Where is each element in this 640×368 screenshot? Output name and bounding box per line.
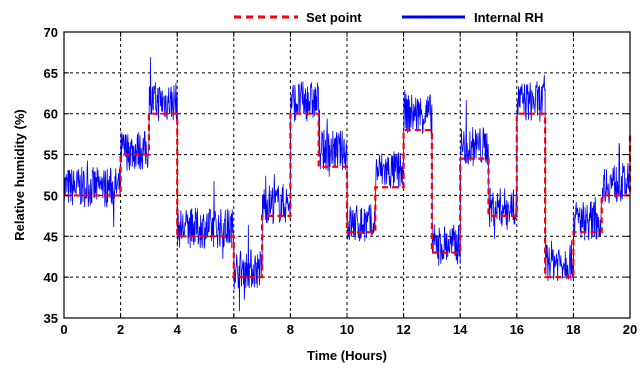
- x-tick-label: 4: [174, 322, 182, 337]
- x-tick-label: 2: [117, 322, 124, 337]
- y-tick-label: 40: [44, 270, 58, 285]
- series-internal-rh-line: [63, 57, 631, 312]
- x-tick-label: 14: [453, 322, 468, 337]
- y-tick-label: 50: [44, 188, 58, 203]
- legend-label-set-point: Set point: [306, 10, 362, 25]
- x-tick-label: 16: [510, 322, 524, 337]
- x-tick-label: 8: [287, 322, 294, 337]
- x-tick-label: 20: [623, 322, 637, 337]
- y-tick-label: 35: [44, 311, 58, 326]
- y-tick-label: 60: [44, 107, 58, 122]
- x-axis-label: Time (Hours): [307, 348, 387, 363]
- x-tick-label: 6: [230, 322, 237, 337]
- x-tick-label: 10: [340, 322, 354, 337]
- series-set-point-line: [64, 112, 632, 279]
- y-tick-label: 65: [44, 66, 58, 81]
- x-tick-label: 12: [396, 322, 410, 337]
- y-axis-label: Relative humidity (%): [12, 109, 27, 240]
- y-tick-label: 55: [44, 148, 58, 163]
- legend: Set point Internal RH: [234, 10, 543, 25]
- x-tick-label: 18: [566, 322, 580, 337]
- axis-ticks: 0 2 4 6 8 10 12 14 16 18 20 35 40 45 50 55 60 65 70: [44, 25, 638, 337]
- series-layer: [63, 57, 632, 312]
- x-tick-label: 0: [60, 322, 67, 337]
- legend-label-internal-rh: Internal RH: [474, 10, 543, 25]
- y-tick-label: 70: [44, 25, 58, 40]
- y-tick-label: 45: [44, 229, 58, 244]
